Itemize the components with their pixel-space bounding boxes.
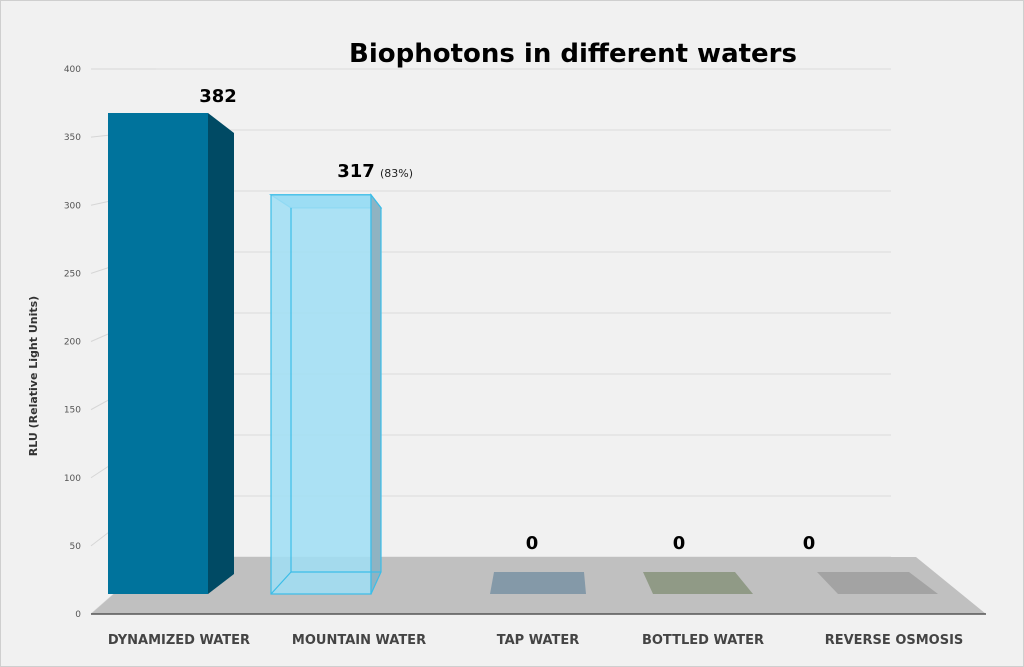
- bar-flat: [643, 572, 753, 594]
- value-label: 382: [199, 86, 237, 107]
- value-label: 0: [673, 533, 686, 554]
- bar-flat: [490, 572, 586, 594]
- y-axis-ticks: 0 50 100 150 200 250 300 350 400: [64, 65, 81, 620]
- y-tick-label: 50: [70, 542, 82, 552]
- value-label: 317: [337, 161, 375, 182]
- bar-side: [208, 113, 234, 594]
- bar: [108, 113, 208, 594]
- y-tick-label: 200: [64, 338, 81, 348]
- value-label: 0: [526, 533, 539, 554]
- category-label: MOUNTAIN WATER: [292, 633, 426, 648]
- percent-annotation: (83%): [380, 167, 413, 180]
- y-tick-label: 250: [64, 269, 81, 279]
- y-tick-label: 350: [64, 133, 81, 143]
- y-tick-label: 150: [64, 406, 81, 416]
- y-tick-label: 300: [64, 201, 81, 211]
- chart-title: Biophotons in different waters: [349, 39, 797, 69]
- x-axis-labels: DYNAMIZED WATER MOUNTAIN WATER TAP WATER BO…: [108, 633, 963, 648]
- y-tick-label: 0: [75, 610, 81, 620]
- category-label: BOTTLED WATER: [642, 633, 764, 648]
- bar-side: [370, 193, 382, 595]
- value-labels: 382 317 (83%) 0 0 0: [199, 86, 815, 554]
- y-tick-label: 400: [64, 65, 81, 75]
- category-label: REVERSE OSMOSIS: [825, 633, 964, 648]
- category-label: TAP WATER: [497, 633, 580, 648]
- bars: [108, 113, 938, 595]
- bar: [270, 194, 372, 595]
- category-label: DYNAMIZED WATER: [108, 633, 250, 648]
- y-axis-label: RLU (Relative Light Units): [27, 296, 40, 456]
- bar-edge: [270, 571, 292, 595]
- bar-flat: [817, 572, 938, 594]
- value-label: 0: [803, 533, 816, 554]
- y-tick-label: 100: [64, 474, 81, 484]
